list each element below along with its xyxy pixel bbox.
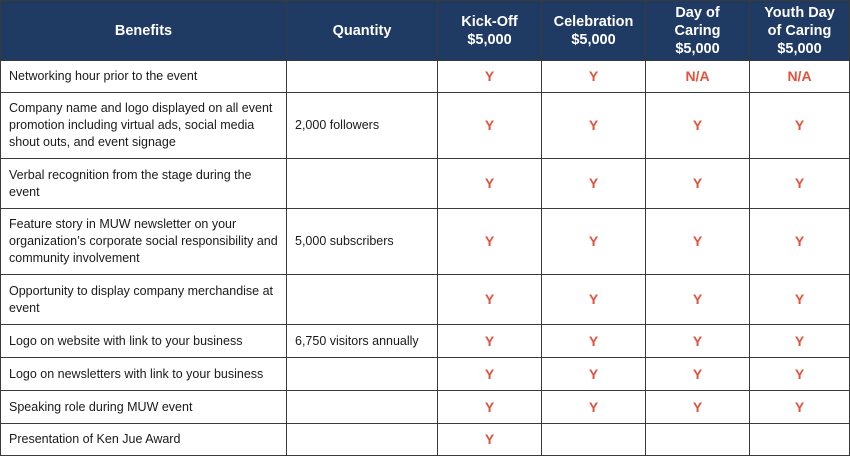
- youth-day-cell: Y: [749, 208, 850, 275]
- celebration-cell: [541, 423, 646, 456]
- kickoff-cell: Y: [437, 423, 542, 456]
- youth-day-cell: Y: [749, 357, 850, 391]
- kickoff-cell: Y: [437, 390, 542, 424]
- day-of-caring-cell: Y: [645, 357, 750, 391]
- day-of-caring-cell: Y: [645, 324, 750, 358]
- youth-day-cell: Y: [749, 158, 850, 209]
- benefit-cell: Presentation of Ken Jue Award: [0, 423, 287, 456]
- table-row: Company name and logo displayed on all e…: [0, 92, 850, 159]
- quantity-cell: [286, 357, 438, 391]
- benefit-cell: Networking hour prior to the event: [0, 60, 287, 93]
- kickoff-cell: Y: [437, 208, 542, 275]
- kickoff-cell: Y: [437, 274, 542, 325]
- day-of-caring-cell: N/A: [645, 60, 750, 93]
- header-day-of-caring: Day of Caring $5,000: [645, 0, 750, 61]
- benefit-cell: Feature story in MUW newsletter on your …: [0, 208, 287, 275]
- youth-day-cell: N/A: [749, 60, 850, 93]
- benefit-cell: Opportunity to display company merchandi…: [0, 274, 287, 325]
- celebration-cell: Y: [541, 390, 646, 424]
- celebration-cell: Y: [541, 324, 646, 358]
- quantity-cell: [286, 158, 438, 209]
- table-row: Opportunity to display company merchandi…: [0, 274, 850, 325]
- kickoff-cell: Y: [437, 60, 542, 93]
- quantity-cell: [286, 390, 438, 424]
- benefit-cell: Company name and logo displayed on all e…: [0, 92, 287, 159]
- celebration-cell: Y: [541, 158, 646, 209]
- celebration-cell: Y: [541, 208, 646, 275]
- table-row: Verbal recognition from the stage during…: [0, 158, 850, 209]
- table-row: Presentation of Ken Jue Award Y: [0, 423, 850, 456]
- header-quantity: Quantity: [286, 0, 438, 61]
- table-row: Feature story in MUW newsletter on your …: [0, 208, 850, 275]
- table-row: Speaking role during MUW event Y Y Y Y: [0, 390, 850, 424]
- benefit-cell: Logo on newsletters with link to your bu…: [0, 357, 287, 391]
- table-row: Networking hour prior to the event Y Y N…: [0, 60, 850, 93]
- benefit-cell: Verbal recognition from the stage during…: [0, 158, 287, 209]
- youth-day-cell: Y: [749, 92, 850, 159]
- kickoff-cell: Y: [437, 357, 542, 391]
- quantity-cell: [286, 423, 438, 456]
- celebration-cell: Y: [541, 92, 646, 159]
- youth-day-cell: Y: [749, 390, 850, 424]
- benefit-cell: Speaking role during MUW event: [0, 390, 287, 424]
- day-of-caring-cell: Y: [645, 274, 750, 325]
- table-row: Logo on newsletters with link to your bu…: [0, 357, 850, 391]
- day-of-caring-cell: Y: [645, 92, 750, 159]
- kickoff-cell: Y: [437, 158, 542, 209]
- kickoff-cell: Y: [437, 324, 542, 358]
- day-of-caring-cell: Y: [645, 208, 750, 275]
- quantity-cell: 6,750 visitors annually: [286, 324, 438, 358]
- quantity-cell: 2,000 followers: [286, 92, 438, 159]
- youth-day-cell: Y: [749, 274, 850, 325]
- benefit-cell: Logo on website with link to your busine…: [0, 324, 287, 358]
- day-of-caring-cell: [645, 423, 750, 456]
- youth-day-cell: [749, 423, 850, 456]
- day-of-caring-cell: Y: [645, 158, 750, 209]
- celebration-cell: Y: [541, 274, 646, 325]
- header-row: Benefits Quantity Kick-Off $5,000 Celebr…: [0, 0, 850, 61]
- kickoff-cell: Y: [437, 92, 542, 159]
- youth-day-cell: Y: [749, 324, 850, 358]
- quantity-cell: [286, 60, 438, 93]
- header-benefits: Benefits: [0, 0, 287, 61]
- celebration-cell: Y: [541, 60, 646, 93]
- header-kickoff: Kick-Off $5,000: [437, 0, 542, 61]
- quantity-cell: 5,000 subscribers: [286, 208, 438, 275]
- header-celebration: Celebration $5,000: [541, 0, 646, 61]
- quantity-cell: [286, 274, 438, 325]
- day-of-caring-cell: Y: [645, 390, 750, 424]
- header-youth-day-of-caring: Youth Day of Caring $5,000: [749, 0, 850, 61]
- table-row: Logo on website with link to your busine…: [0, 324, 850, 358]
- celebration-cell: Y: [541, 357, 646, 391]
